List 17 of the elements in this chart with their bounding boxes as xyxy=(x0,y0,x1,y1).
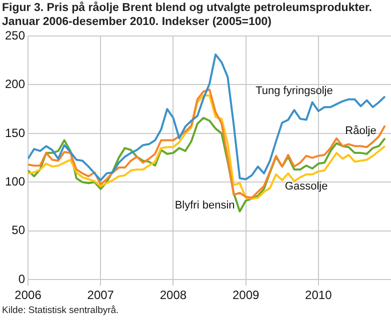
y-tick-label: 50 xyxy=(12,223,26,238)
chart-title: Figur 3. Pris på råolje Brent blend og utvalgte petroleumsprodukter. Januar 2006-desember 2010. Indekser (2005=100) xyxy=(2,1,373,29)
x-tick-label: 2009 xyxy=(232,288,260,302)
series-label: Blyfri bensin xyxy=(174,199,235,212)
x-tick-label: 2008 xyxy=(160,288,187,302)
series-label: Tung fyringsolje xyxy=(256,85,333,98)
y-tick-label: 150 xyxy=(4,126,26,140)
text: Kilde: Statistisk sentralbyrå. xyxy=(2,305,119,316)
y-tick-label: 200 xyxy=(4,77,26,92)
series-label: Råolje xyxy=(345,125,376,138)
series-label: Gassolje xyxy=(284,180,328,192)
y-tick-label: 250 xyxy=(4,28,26,42)
x-tick-label: 2010 xyxy=(305,288,332,302)
x-tick-label: 2006 xyxy=(14,288,42,302)
y-tick-label: 0 xyxy=(18,272,26,286)
x-tick-label: 2007 xyxy=(87,288,114,302)
y-tick-label: 100 xyxy=(4,174,26,188)
